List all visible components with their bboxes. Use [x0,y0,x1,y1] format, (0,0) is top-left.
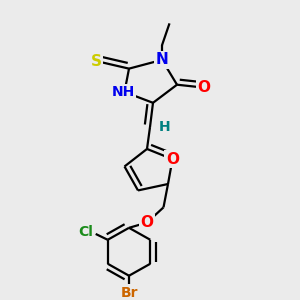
Text: NH: NH [111,85,135,99]
Text: O: O [166,152,179,167]
Text: S: S [91,54,101,69]
Text: N: N [156,52,168,68]
Text: Br: Br [120,286,138,300]
Text: Cl: Cl [79,225,94,238]
Text: O: O [140,215,154,230]
Text: O: O [197,80,211,95]
Text: H: H [159,120,170,134]
